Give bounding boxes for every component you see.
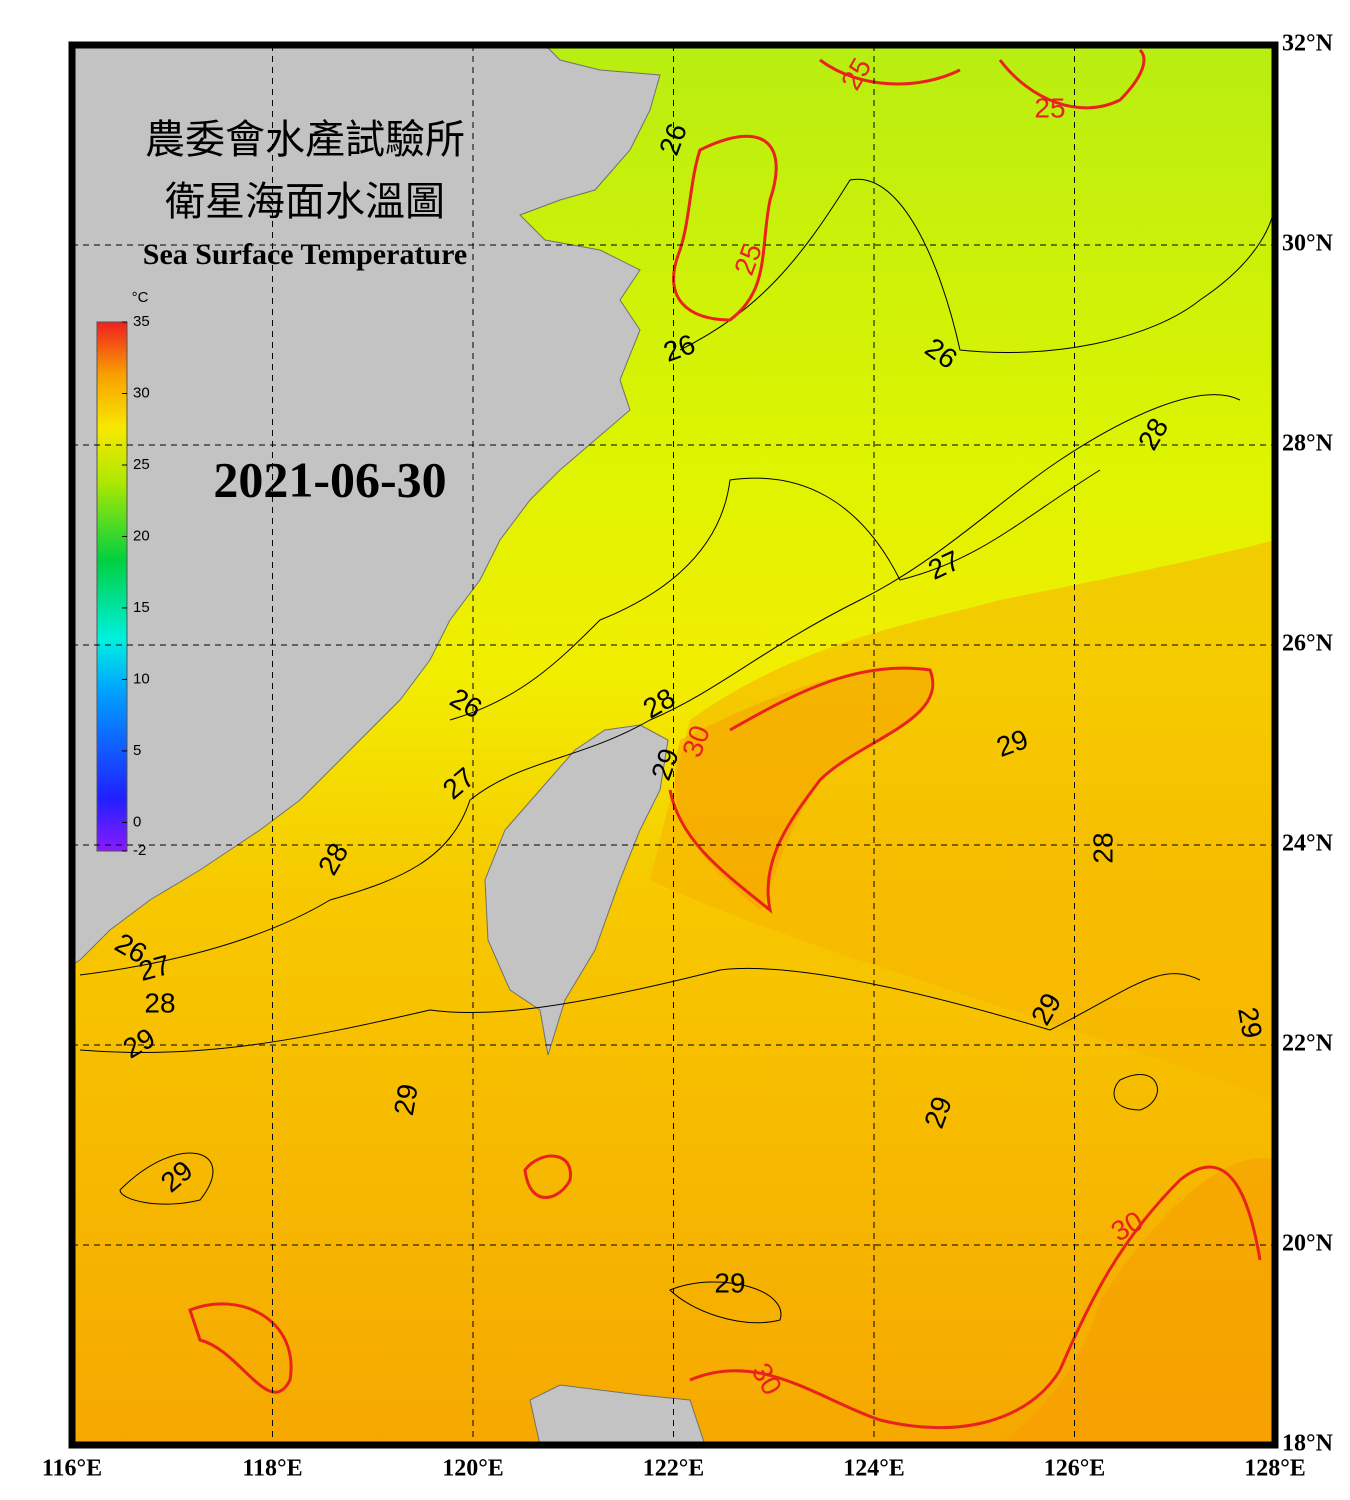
title-zh: 農委會水產試驗所 (145, 117, 465, 163)
colorbar-tick-label: 30 (133, 384, 150, 401)
x-tick-label: 128°E (1244, 1456, 1306, 1482)
warm-core (674, 668, 933, 910)
x-tick-label: 122°E (643, 1456, 705, 1482)
taiwan (484, 724, 669, 1056)
y-tick-label: 20°N (1282, 1231, 1334, 1257)
contour-label: 25 (1034, 92, 1065, 123)
x-tick-label: 120°E (442, 1456, 504, 1482)
isotherm-30 (1058, 1165, 1262, 1371)
isotherm-30 (188, 1154, 572, 1394)
luzon (529, 1384, 706, 1445)
isotherm-30 (689, 1369, 1062, 1430)
y-tick-label: 18°N (1282, 1431, 1334, 1457)
date: 2021-06-30 (213, 451, 446, 507)
isotherm-25 (672, 134, 778, 322)
colorbar (96, 321, 128, 852)
isotherm (449, 469, 1101, 721)
y-tick-label: 26°N (1282, 631, 1334, 657)
colorbar-tick-label: -2 (133, 842, 146, 859)
contour-label: 28 (1087, 832, 1118, 863)
colorbar-unit: °C (132, 289, 149, 306)
isotherm (79, 967, 1201, 1054)
warm-core (1000, 1158, 1275, 1445)
contour-label: 29 (388, 1082, 424, 1118)
warm-water (650, 540, 1275, 1100)
colorbar-tick-label: 25 (133, 456, 150, 473)
contour-label: 28 (144, 987, 175, 1018)
isotherm (679, 178, 1275, 354)
title-zh: 衛星海面水溫圖 (165, 179, 445, 225)
colorbar-tick-label: 20 (133, 527, 150, 544)
title-en: Sea Surface Temperature (143, 238, 467, 271)
x-tick-label: 126°E (1044, 1456, 1106, 1482)
x-tick-label: 116°E (42, 1456, 102, 1482)
y-tick-label: 30°N (1282, 231, 1334, 257)
isotherm (119, 1074, 1158, 1324)
colorbar-tick-label: 35 (133, 313, 150, 330)
isotherm-30 (668, 666, 935, 914)
y-tick-label: 32°N (1282, 31, 1334, 57)
colorbar-tick-label: 0 (133, 813, 141, 830)
contour-label: 29 (714, 1267, 745, 1298)
colorbar-tick-label: 10 (133, 670, 150, 687)
isotherm-25 (819, 48, 1146, 110)
y-tick-label: 28°N (1282, 431, 1334, 457)
x-tick-label: 124°E (843, 1456, 905, 1482)
colorbar-tick-label: 15 (133, 599, 150, 616)
colorbar-tick-label: 5 (133, 742, 141, 759)
y-tick-label: 22°N (1282, 1031, 1334, 1057)
china-coast (72, 45, 661, 966)
contour-label: 29 (1232, 1005, 1268, 1041)
map-frame (68, 41, 1279, 1449)
isotherm (79, 394, 1241, 976)
x-tick-label: 118°E (242, 1456, 302, 1482)
y-tick-label: 24°N (1282, 831, 1334, 857)
